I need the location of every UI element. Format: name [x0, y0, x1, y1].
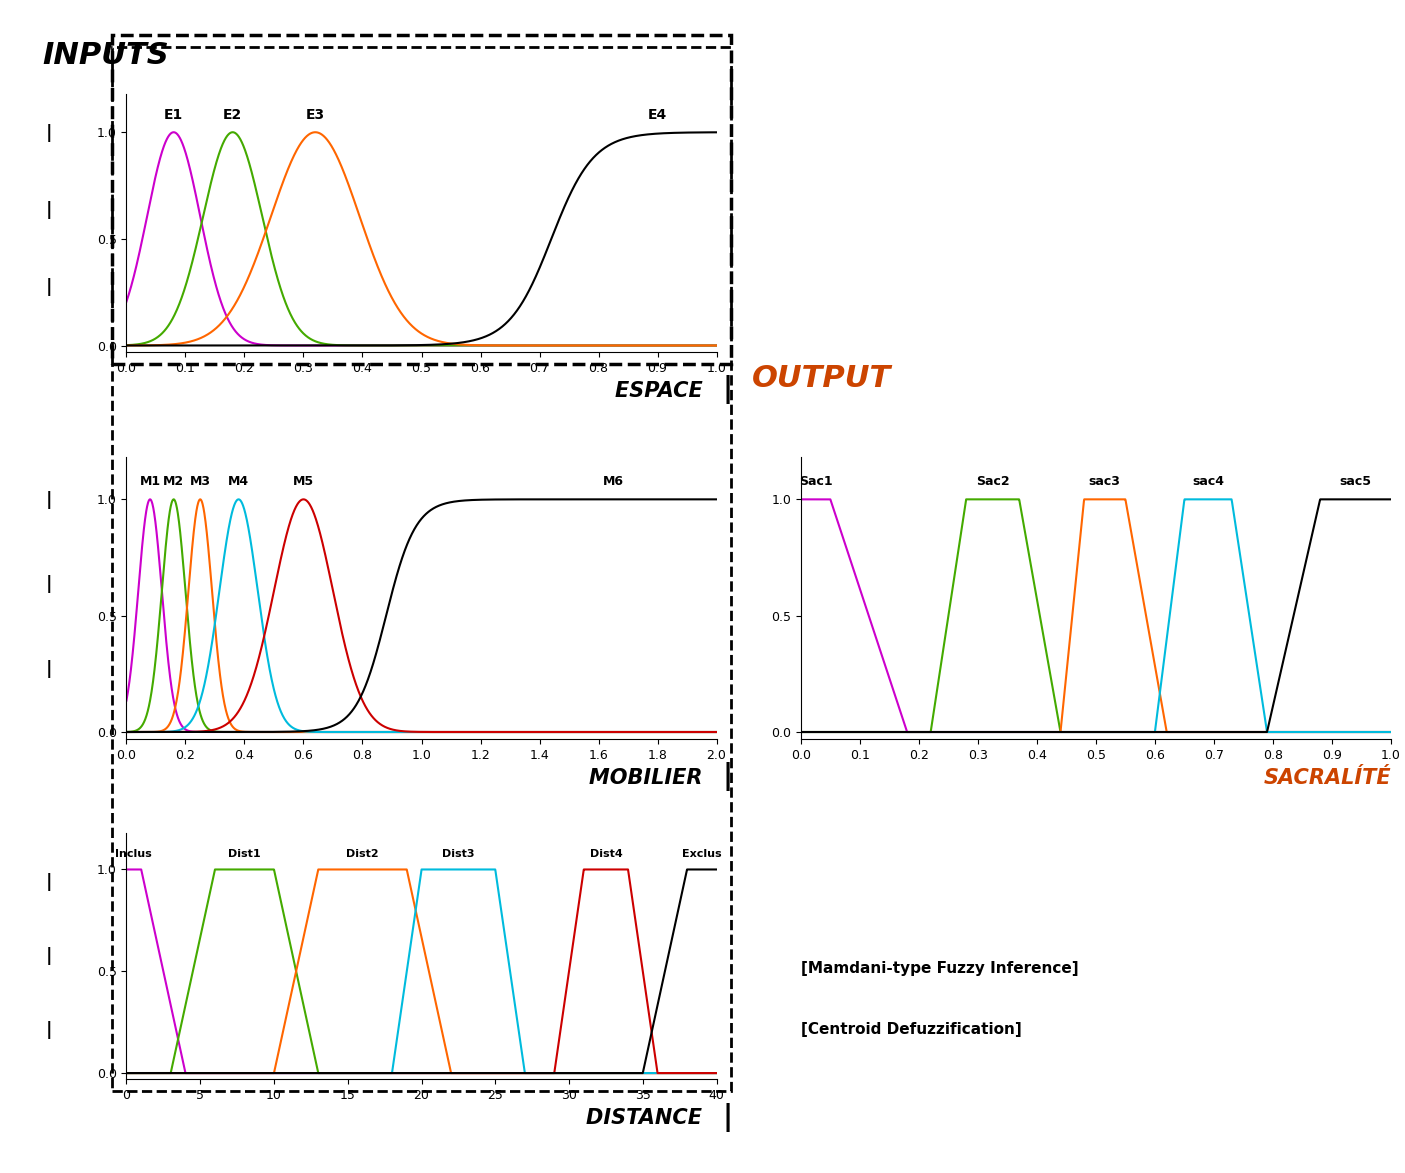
Text: |: | [46, 490, 52, 509]
Text: Inclus: Inclus [115, 849, 152, 860]
Text: [Centroid Defuzzification]: [Centroid Defuzzification] [801, 1023, 1021, 1037]
Text: Exclus: Exclus [681, 849, 722, 860]
Text: E1: E1 [164, 108, 183, 122]
Text: |: | [46, 873, 52, 891]
Text: |: | [46, 947, 52, 965]
Text: sac5: sac5 [1339, 475, 1371, 488]
Text: ESPACE: ESPACE [614, 381, 710, 401]
Text: M3: M3 [190, 475, 211, 488]
Text: M4: M4 [228, 475, 249, 488]
Text: M2: M2 [163, 475, 184, 488]
Text: OUTPUT: OUTPUT [752, 364, 891, 393]
Text: M5: M5 [292, 475, 315, 488]
Text: |: | [722, 762, 733, 792]
Text: sac3: sac3 [1089, 475, 1121, 488]
Text: |: | [46, 1021, 52, 1039]
Text: |: | [46, 659, 52, 678]
Text: E2: E2 [223, 108, 242, 122]
Text: INPUTS: INPUTS [42, 41, 169, 70]
Text: |: | [46, 575, 52, 594]
Text: Dist2: Dist2 [346, 849, 379, 860]
Text: Dist4: Dist4 [590, 849, 622, 860]
Text: E3: E3 [306, 108, 325, 122]
Text: [Mamdani-type Fuzzy Inference]: [Mamdani-type Fuzzy Inference] [801, 961, 1079, 976]
Text: |: | [722, 375, 733, 405]
Text: |: | [46, 201, 52, 219]
Text: |: | [46, 123, 52, 142]
Text: M1: M1 [139, 475, 160, 488]
Text: Dist3: Dist3 [443, 849, 475, 860]
Text: Dist1: Dist1 [228, 849, 261, 860]
Text: Sac2: Sac2 [976, 475, 1009, 488]
Text: Sac1: Sac1 [799, 475, 832, 488]
Text: M6: M6 [603, 475, 624, 488]
Text: sac4: sac4 [1191, 475, 1224, 488]
Text: |: | [46, 278, 52, 297]
Text: MOBILIER: MOBILIER [589, 768, 710, 788]
Text: |: | [722, 1103, 733, 1132]
Text: E4: E4 [648, 108, 667, 122]
Text: SACRALÍTÉ: SACRALÍTÉ [1263, 768, 1391, 788]
Text: DISTANCE: DISTANCE [586, 1108, 710, 1128]
